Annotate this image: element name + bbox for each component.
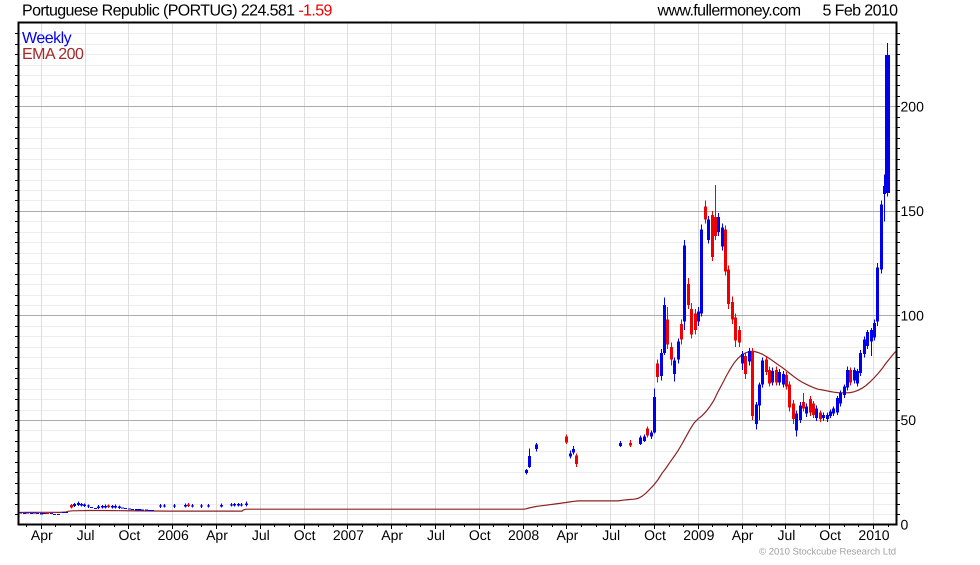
svg-text:200: 200 [901, 98, 925, 114]
svg-text:2006: 2006 [158, 527, 189, 543]
svg-text:Oct: Oct [644, 527, 666, 543]
svg-text:Weekly: Weekly [22, 30, 72, 47]
svg-text:Jul: Jul [602, 527, 620, 543]
svg-text:EMA 200: EMA 200 [22, 46, 84, 63]
svg-text:Oct: Oct [819, 527, 841, 543]
svg-text:100: 100 [901, 307, 925, 323]
svg-text:www.fullermoney.com: www.fullermoney.com [656, 3, 800, 20]
svg-text:2009: 2009 [683, 527, 714, 543]
svg-text:Apr: Apr [557, 527, 579, 543]
svg-text:2007: 2007 [333, 527, 364, 543]
svg-text:50: 50 [901, 412, 917, 428]
svg-text:Oct: Oct [119, 527, 141, 543]
svg-text:Apr: Apr [206, 527, 228, 543]
svg-text:Jul: Jul [777, 527, 795, 543]
svg-text:5 Feb 2010: 5 Feb 2010 [823, 3, 899, 20]
svg-text:2008: 2008 [508, 527, 539, 543]
svg-text:Jul: Jul [427, 527, 445, 543]
svg-text:150: 150 [901, 203, 925, 219]
svg-text:Jul: Jul [252, 527, 270, 543]
svg-text:Apr: Apr [31, 527, 53, 543]
svg-text:Oct: Oct [469, 527, 491, 543]
svg-text:© 2010 Stockcube Research Ltd: © 2010 Stockcube Research Ltd [759, 547, 896, 558]
svg-text:0: 0 [901, 517, 909, 533]
svg-text:Portuguese Republic (PORTUG) 2: Portuguese Republic (PORTUG) 224.581 -1.… [22, 3, 332, 20]
svg-text:Oct: Oct [294, 527, 316, 543]
svg-text:Apr: Apr [381, 527, 403, 543]
svg-text:2010: 2010 [858, 527, 889, 543]
svg-text:Apr: Apr [732, 527, 754, 543]
svg-text:Jul: Jul [77, 527, 95, 543]
